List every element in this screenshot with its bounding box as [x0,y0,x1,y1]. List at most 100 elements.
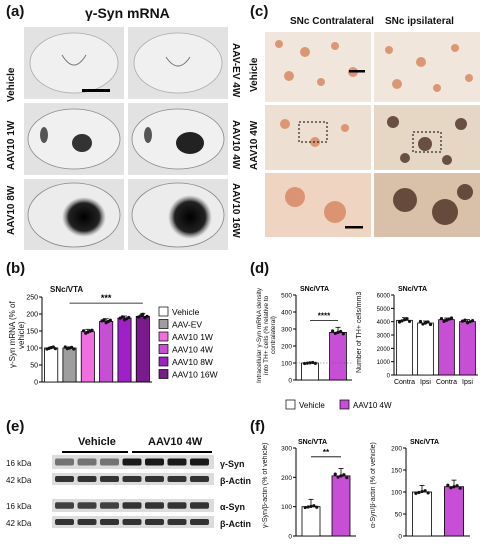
bar-0 [396,319,413,376]
point-0-0 [414,491,418,495]
legend-label-2: AAV10 1W [172,332,213,342]
group-line-vehicle [62,451,128,453]
bar-3 [459,321,476,376]
bar-2 [80,331,95,383]
point-0-3 [405,317,409,321]
legend-swatch-0 [158,306,169,317]
brain-scan-grid [24,27,228,250]
point-1-0 [333,472,337,476]
y-tick-label-1: 1000 [377,360,391,366]
d-right-region: SNc/VTA [398,286,427,293]
sig-stars-d: **** [318,312,331,321]
y-tick-label-1: 100 [281,504,292,511]
row-label-aav10-16w: AAV10 16W [230,182,241,238]
micrograph-grid [265,32,480,237]
point-3-2 [465,321,470,325]
row-label-aav10-4w: AAV10 4W [230,120,241,170]
legend-swatch-5 [158,369,169,379]
bar-0 [412,491,433,537]
y-tick-label-3: 300 [281,446,292,453]
point-0-0 [303,361,307,366]
chart-f-left: 0 100 200 300 SNc/VTA ** [281,439,356,541]
point-1-4 [72,347,76,351]
point-0-0 [397,320,402,324]
chart-f-right: 0 50 100 150 200 SNc/VTA [391,439,470,541]
blot-band-1-1 [77,476,97,482]
point-1-4 [428,322,433,327]
blot-band-3-1 [77,519,97,525]
x-tick-label-3: Ipsi [462,379,473,386]
bar-2 [438,319,455,376]
y-tick-label-4: 200 [391,446,402,453]
panel-e-letter: (e) [6,418,25,435]
point-1-3 [455,484,459,488]
blot-band-2-0 [55,502,74,509]
x-tick-label-1: Ipsi [420,379,431,386]
point-0-1 [305,361,309,365]
scan-aav10-4w [128,103,228,175]
legend-swatch-3 [158,344,169,354]
y-tick-label-3: 3000 [377,334,391,340]
bar-0 [301,506,321,537]
point-0-4 [313,361,317,365]
point-4-1 [120,315,124,319]
blot-band-0-6 [190,458,209,466]
bar-4 [117,317,132,383]
kda-label-3: 16 kDa [6,502,32,511]
point-0-2 [402,318,407,322]
legend-label-4: AAV10 8W [172,357,213,367]
legend-swatch-1 [158,319,169,329]
legend-label-0: Vehicle [172,307,200,317]
band-label-beta-actin-2: β-Actin [220,519,251,529]
blot-band-1-6 [190,476,209,482]
legend-swatch-4 [158,356,169,367]
blot-band-0-4 [145,458,164,466]
blot-band-1-5 [167,476,187,482]
y-tick-label-1: 50 [395,512,403,519]
x-tick-label-2: Contra [436,379,457,386]
blot-band-1-3 [122,476,142,482]
blot-band-0-5 [167,458,187,466]
panel-a-letter: (a) [6,3,25,20]
y-tick-label-1: 100 [281,361,292,368]
blot-band-2-4 [145,502,164,509]
blot-band-0-0 [55,458,74,466]
scan-vehicle [24,27,124,99]
point-3-3 [468,320,472,324]
chart-b-legend: Vehicle AAV-EV AAV10 1W AAV10 4W AAV10 8W AAV… [158,306,218,380]
d-legend-swatch-1 [339,399,350,410]
y-tick-label-2: 2000 [377,347,391,353]
point-1-2 [339,474,343,478]
scan-aav-ev [128,27,228,99]
legend-label-5: AAV10 16W [172,370,218,380]
row-label-aav-ev-4w: AAV-EV 4W [230,42,241,98]
blot-band-2-5 [167,502,187,509]
d-left-region: SNc/VTA [300,286,329,293]
kda-label-1: 16 kDa [6,459,32,468]
y-tick-label-3: 150 [391,468,402,475]
legend-swatch-2 [158,331,169,342]
point-1-0 [331,329,335,333]
bar-1 [62,347,77,383]
bar-1 [444,486,465,537]
point-2-4 [90,328,94,332]
band-label-alpha-syn: α-Syn [220,502,246,512]
row-label-aav10-8w: AAV10 8W [6,185,17,235]
point-3-1 [463,318,467,322]
bar-5 [135,315,150,383]
blot-band-3-6 [190,519,209,525]
group-label-vehicle: Vehicle [78,436,116,448]
point-2-0 [439,316,444,321]
f-right-region: SNc/VTA [410,439,439,446]
point-2-2 [444,318,449,322]
point-5-2 [141,312,145,317]
point-5-4 [145,314,149,318]
point-3-4 [470,319,475,323]
point-0-4 [53,347,57,351]
point-1-3 [339,329,343,334]
y-tick-label-2: 200 [281,475,292,482]
point-1-2 [452,485,456,489]
scan-aav10-16w [128,179,228,250]
sig-stars-f: ** [323,448,330,457]
chart-b: 0 50 100 150 200 250 *** [26,293,152,387]
